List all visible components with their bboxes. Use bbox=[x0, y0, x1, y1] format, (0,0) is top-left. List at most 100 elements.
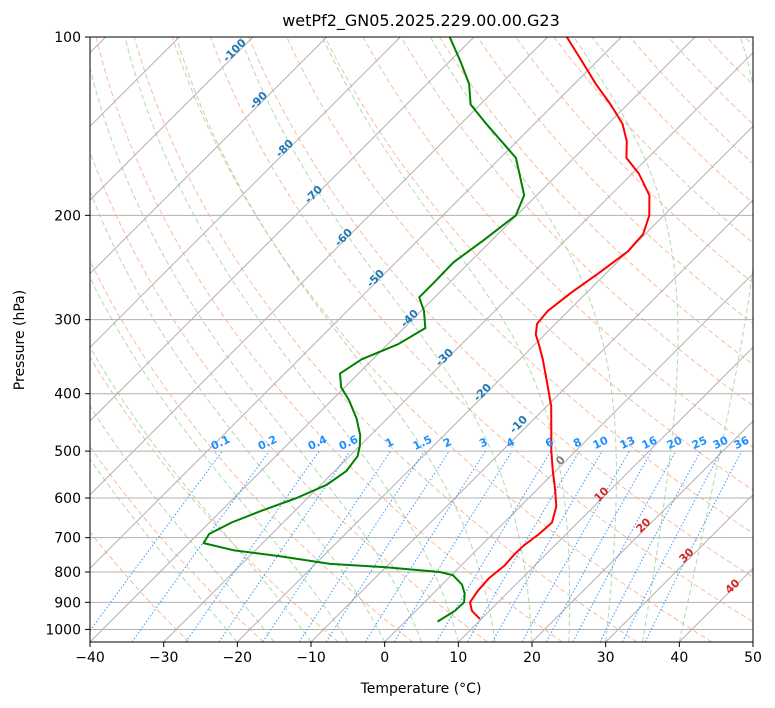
isotherm-line bbox=[605, 493, 753, 642]
plot-frame bbox=[89, 36, 754, 643]
mixing-ratio-label: 25 bbox=[690, 434, 709, 452]
x-tick-label: −40 bbox=[75, 650, 105, 666]
isotherm-label: -70 bbox=[302, 183, 325, 206]
moist-adiabat bbox=[90, 189, 386, 642]
y-tick-label: 400 bbox=[54, 387, 81, 403]
moist-adiabat bbox=[90, 346, 312, 642]
isotherm-line bbox=[236, 125, 753, 642]
chart-title: wetPf2_GN05.2025.229.00.00.G23 bbox=[282, 11, 560, 31]
dry-adiabat bbox=[90, 531, 190, 642]
x-tick-label: −20 bbox=[223, 650, 253, 666]
y-axis-label: Pressure (hPa) bbox=[12, 290, 28, 390]
x-tick-label: 30 bbox=[597, 650, 615, 666]
temperature-line bbox=[469, 37, 651, 620]
mixing-ratio-label: 0.1 bbox=[209, 433, 232, 453]
warm-isotherm-label: 40 bbox=[723, 576, 743, 596]
dry-adiabat bbox=[133, 37, 638, 642]
x-axis-label: Temperature (°C) bbox=[360, 681, 482, 697]
mixing-ratio-label: 0.2 bbox=[256, 433, 279, 453]
mixing-ratio-line bbox=[262, 450, 392, 642]
mixing-ratio-label: 3 bbox=[477, 435, 489, 450]
dry-adiabat bbox=[171, 37, 712, 642]
moist-adiabat bbox=[90, 66, 422, 642]
mixing-ratio-label: 1.5 bbox=[411, 433, 434, 453]
profile-lines bbox=[202, 37, 651, 623]
dry-adiabat bbox=[591, 37, 753, 204]
y-axis: 100 200 300 400 500 600 700 800 900 1000 bbox=[45, 30, 90, 638]
warm-isotherm-label: 10 bbox=[592, 484, 612, 504]
moist-adiabat bbox=[321, 37, 571, 642]
dry-adiabat bbox=[286, 37, 753, 534]
moist-adiabat bbox=[429, 37, 617, 642]
x-tick-label: 0 bbox=[380, 650, 389, 666]
mixing-ratio-label: 16 bbox=[640, 434, 660, 452]
mixing-ratio-label: 0.6 bbox=[337, 433, 360, 453]
mixing-ratio-label: 13 bbox=[618, 434, 637, 452]
dry-adiabat bbox=[553, 37, 753, 244]
moist-adiabat bbox=[678, 37, 753, 642]
y-tick-label: 800 bbox=[54, 565, 81, 581]
y-tick-label: 300 bbox=[54, 313, 81, 329]
mixing-ratio-line bbox=[325, 450, 450, 642]
mixing-ratio-line bbox=[644, 450, 743, 642]
x-tick-label: 40 bbox=[670, 650, 688, 666]
isotherm-label: -100 bbox=[220, 36, 249, 65]
x-axis: −40 −30 −20 −10 0 10 20 30 40 50 bbox=[75, 642, 762, 666]
dry-adiabat bbox=[438, 37, 753, 365]
isotherm-label: -90 bbox=[247, 89, 270, 112]
mixing-ratio-line bbox=[599, 450, 701, 642]
warm-isotherm-label: 30 bbox=[677, 545, 697, 565]
dry-adiabat bbox=[90, 356, 339, 642]
isotherm-line bbox=[90, 37, 549, 496]
x-tick-label: −10 bbox=[296, 650, 326, 666]
mixing-ratio-line bbox=[545, 450, 653, 642]
isotherm-line bbox=[310, 199, 753, 642]
isotherm-label: -10 bbox=[507, 413, 530, 436]
isotherm-label: -20 bbox=[471, 381, 494, 404]
isotherm-label: -30 bbox=[433, 346, 456, 369]
moist-adiabat bbox=[90, 405, 275, 642]
isotherm-label: -60 bbox=[332, 226, 355, 249]
mixing-ratio-line bbox=[393, 450, 513, 642]
dry-adiabat bbox=[95, 37, 563, 642]
dry-adiabat bbox=[515, 37, 753, 284]
dry-adiabat bbox=[90, 445, 264, 642]
y-tick-label: 600 bbox=[54, 491, 81, 507]
isotherm-line bbox=[90, 37, 475, 422]
isotherm-label: -80 bbox=[273, 137, 296, 160]
mixing-ratio-line bbox=[364, 450, 486, 642]
moist-adiabat bbox=[175, 37, 496, 642]
mixing-ratio-label: 36 bbox=[732, 434, 752, 452]
x-tick-label: 50 bbox=[744, 650, 762, 666]
isotherm-line bbox=[384, 272, 753, 642]
isotherm-line bbox=[163, 51, 753, 642]
isotherm-line bbox=[678, 567, 753, 642]
y-tick-label: 1000 bbox=[45, 622, 81, 638]
mixing-ratio-line bbox=[621, 450, 722, 642]
mixing-ratio-label: 0.4 bbox=[306, 433, 329, 453]
dry-adiabat bbox=[477, 37, 753, 325]
background-lines bbox=[90, 37, 753, 642]
dry-adiabat bbox=[706, 37, 753, 86]
y-tick-label: 700 bbox=[54, 531, 81, 547]
y-tick-label: 100 bbox=[54, 30, 81, 46]
mixing-ratio-line bbox=[435, 450, 552, 642]
mixing-ratio-line bbox=[90, 450, 223, 632]
dewpoint-line bbox=[202, 37, 526, 623]
isotherm-label: -50 bbox=[364, 267, 387, 290]
dry-adiabat bbox=[90, 259, 414, 642]
isotherm-line bbox=[457, 346, 753, 642]
mixing-ratio-line bbox=[218, 450, 351, 642]
mixing-ratio-label: 10 bbox=[591, 434, 611, 452]
y-tick-label: 200 bbox=[54, 208, 81, 224]
isotherm-line bbox=[90, 37, 328, 275]
mixing-ratio-line bbox=[131, 450, 270, 642]
isotherm-line bbox=[90, 37, 622, 570]
dry-adiabat bbox=[210, 37, 753, 623]
y-tick-label: 500 bbox=[54, 444, 81, 460]
y-tick-label: 900 bbox=[54, 595, 81, 611]
moist-adiabat bbox=[90, 276, 349, 642]
dry-adiabat bbox=[744, 37, 753, 47]
moist-adiabat bbox=[239, 37, 533, 642]
